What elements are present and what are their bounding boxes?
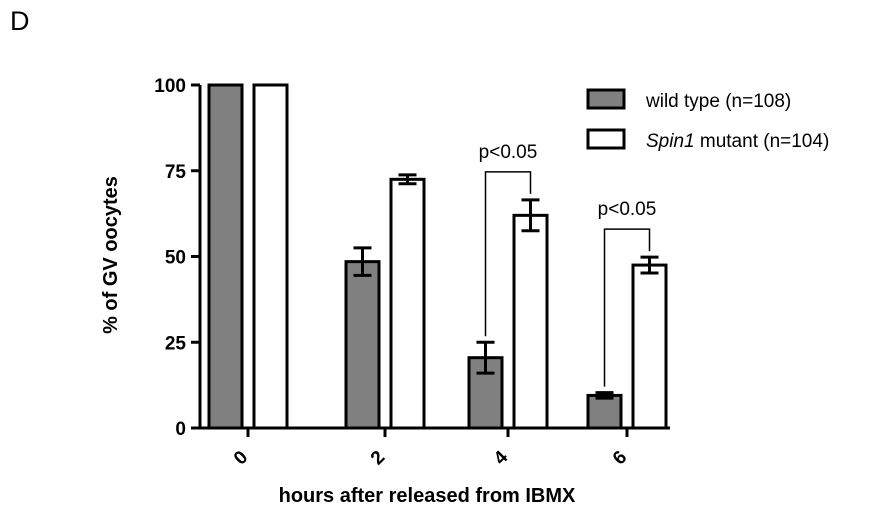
x-tick-label: 0 (230, 447, 252, 469)
legend-label-spin1-mutant: Spin1 mutant (n=104) (646, 131, 829, 152)
legend-label-wild-type: wild type (n=108) (645, 91, 791, 112)
y-tick-label: 75 (165, 162, 187, 183)
bar-spin1-mutant (389, 177, 426, 430)
y-tick-label: 100 (154, 76, 186, 97)
bar-spin1-mutant (252, 83, 289, 430)
bar-wild-type (586, 393, 623, 430)
bar-wild-type (207, 83, 244, 430)
y-axis-title: % of GV oocytes (100, 176, 122, 334)
bar-spin1-mutant (631, 263, 668, 430)
y-tick-label: 25 (165, 333, 187, 354)
significance-label: p<0.05 (479, 142, 538, 163)
significance-bracket (484, 171, 532, 337)
chart-legend: wild type (n=108) Spin1 mutant (n=104) (586, 88, 829, 152)
significance-label: p<0.05 (598, 199, 657, 220)
bar-spin1-mutant (512, 213, 549, 430)
bar-wild-type (344, 260, 381, 430)
x-tick-label: 2 (367, 447, 389, 469)
x-tick-label: 4 (490, 447, 513, 470)
legend-swatch-spin1-mutant (586, 128, 626, 150)
y-tick-label: 50 (165, 248, 186, 269)
panel-label: D (10, 6, 30, 36)
chart-significance-annotations: p<0.05 p<0.05 (479, 142, 657, 387)
x-axis-title: hours after released from IBMX (279, 485, 576, 507)
significance-bracket (603, 228, 651, 387)
legend-label-rest: mutant (n=104) (695, 131, 830, 152)
x-tick-label: 6 (609, 447, 631, 469)
legend-label-italic-part: Spin1 (646, 131, 695, 152)
legend-swatch-wild-type (586, 88, 626, 110)
y-tick-label: 0 (175, 419, 186, 440)
chart-error-bars (353, 173, 659, 400)
